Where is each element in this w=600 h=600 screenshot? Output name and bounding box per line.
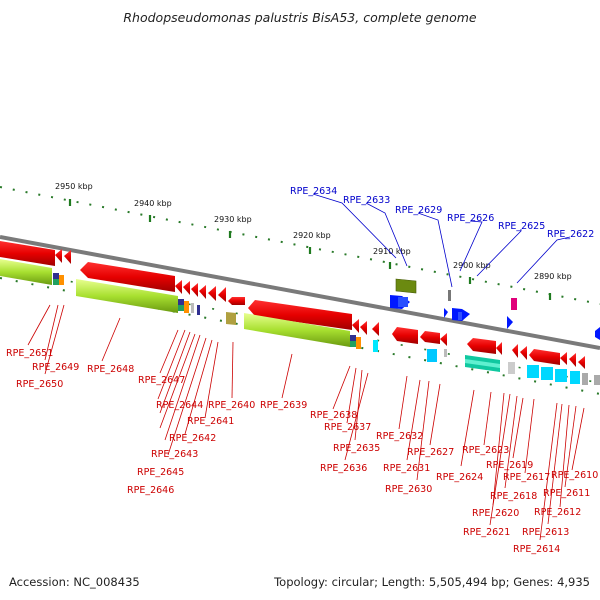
gene-label-reverse: RPE_2627 [407,447,454,458]
gene-label-reverse: RPE_2645 [137,467,184,478]
gene-label-reverse: RPE_2639 [260,400,307,411]
scale-label: 2920 kbp [293,231,331,240]
gene-label-reverse: RPE_2624 [436,472,483,483]
gene-label-reverse: RPE_2611 [543,488,590,499]
scale-label: 2900 kbp [453,261,491,270]
gene-label-reverse: RPE_2630 [385,484,432,495]
gene-label-reverse: RPE_2617 [503,472,550,483]
gene-label-reverse: RPE_2641 [187,416,234,427]
reverse-lime-row [0,259,600,385]
gene-label-forward: RPE_2634 [290,186,337,197]
gene-label-reverse: RPE_2648 [87,364,134,375]
gene-label-reverse: RPE_2637 [324,422,371,433]
gene-label-reverse: RPE_2632 [376,431,423,442]
genome-stats-label: Topology: circular; Length: 5,505,494 bp… [273,575,590,589]
gene-label-reverse: RPE_2631 [383,463,430,474]
scale-label: 2890 kbp [534,272,572,281]
gene-label-reverse: RPE_2643 [151,449,198,460]
reverse-red-row [0,241,585,369]
gene-label-reverse: RPE_2623 [462,445,509,456]
gene-label-reverse: RPE_2618 [490,491,537,502]
scale-label: 2950 kbp [55,182,93,191]
gene-label-reverse: RPE_2612 [534,507,581,518]
forward-gene-labels [312,193,571,288]
gene-label-reverse: RPE_2636 [320,463,367,474]
gene-label-forward: RPE_2625 [498,221,545,232]
gene-label-reverse: RPE_2613 [522,527,569,538]
scale-major-ticks [68,199,552,300]
reverse-label-text-group: RPE_2651 RPE_2649 RPE_2650 RPE_2648 RPE_… [6,348,598,555]
scale-label: 2910 kbp [373,247,411,256]
gene-label-reverse: RPE_2650 [16,379,63,390]
gene-label-reverse: RPE_2621 [463,527,510,538]
gene-label-reverse: RPE_2644 [156,400,203,411]
gene-label-reverse: RPE_2614 [513,544,560,555]
gene-label-reverse: RPE_2647 [138,375,185,386]
gene-label-reverse: RPE_2640 [208,400,255,411]
gene-label-reverse: RPE_2610 [551,470,598,481]
reverse-leader-lines [27,304,585,541]
gene-label-reverse: RPE_2635 [333,443,380,454]
accession-label: Accession: NC_008435 [9,575,140,589]
scale-label: 2940 kbp [134,199,172,208]
gene-label-forward: RPE_2622 [547,229,594,240]
gene-label-forward: RPE_2626 [447,213,494,224]
gene-label-reverse: RPE_2642 [169,433,216,444]
forward-features [390,278,600,340]
gene-label-reverse: RPE_2638 [310,410,357,421]
gene-label-reverse: RPE_2646 [127,485,174,496]
scale-labels: 2950 kbp 2940 kbp 2930 kbp 2920 kbp 2910… [55,182,572,281]
forward-label-text-group: RPE_2634 RPE_2633 RPE_2629 RPE_2626 RPE_… [290,186,594,240]
gene-label-reverse: RPE_2649 [32,362,79,373]
genome-backbone [0,235,600,350]
gene-label-reverse: RPE_2620 [472,508,519,519]
gene-label-reverse: RPE_2651 [6,348,53,359]
page-title: Rhodopseudomonas palustris BisA53, compl… [123,10,477,25]
gene-label-reverse: RPE_2619 [486,460,533,471]
scale-label: 2930 kbp [214,215,252,224]
gene-label-forward: RPE_2633 [343,195,390,206]
gene-label-forward: RPE_2629 [395,205,442,216]
